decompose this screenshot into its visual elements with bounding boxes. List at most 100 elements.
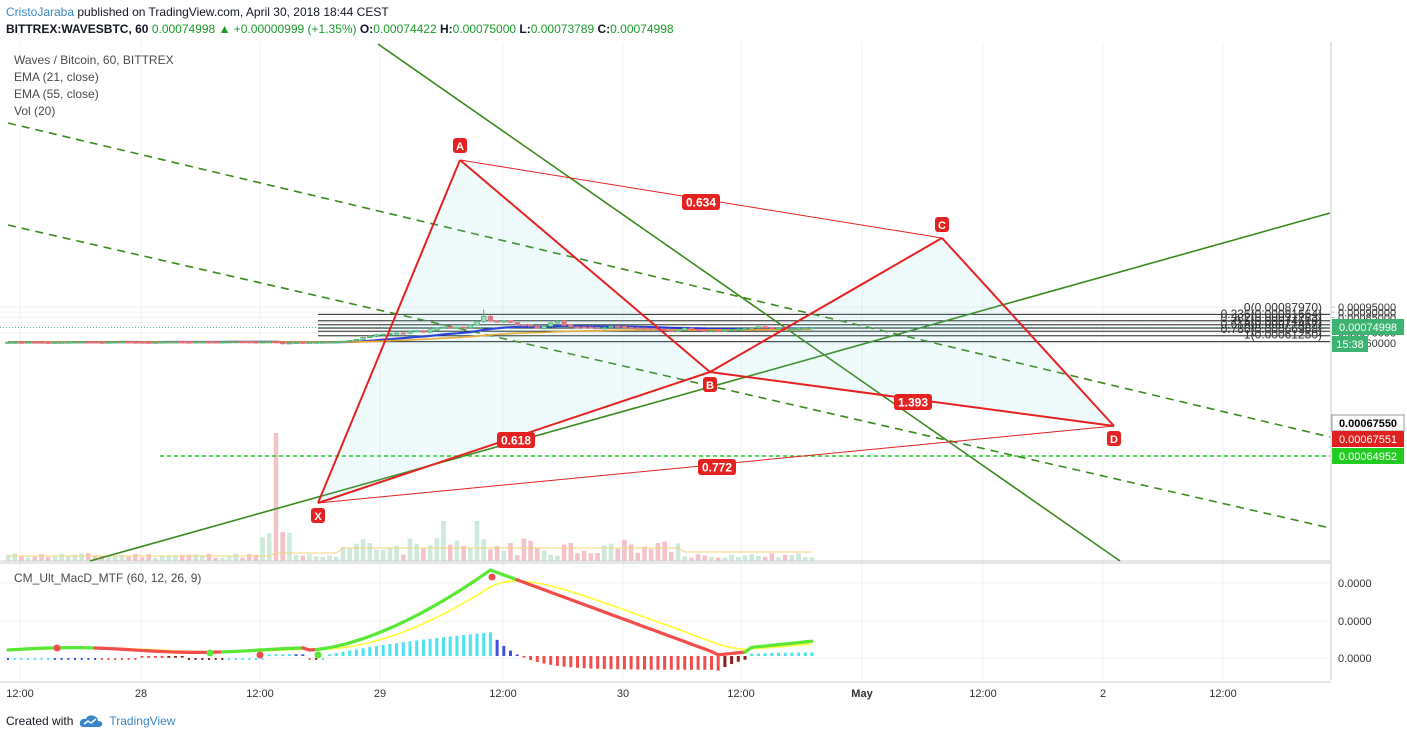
legend-ema55[interactable]: EMA (55, close) [14, 87, 99, 101]
x-tick-label: 12:00 [489, 688, 517, 700]
volume-bar [401, 554, 406, 561]
legend-volume[interactable]: Vol (20) [14, 104, 56, 118]
volume-bar [166, 555, 172, 561]
macd-histogram-bar [180, 656, 184, 658]
macd-histogram-bar [221, 658, 224, 660]
candle [588, 326, 594, 329]
candle [608, 325, 614, 328]
macd-cross-dot [206, 649, 214, 657]
volume-bar [293, 554, 299, 561]
macd-histogram-bar [522, 656, 526, 658]
candle [641, 327, 648, 330]
candle [601, 327, 607, 330]
candle [239, 341, 246, 344]
candle [206, 341, 212, 344]
volume-bar [32, 556, 38, 561]
candle [367, 335, 373, 339]
candle [742, 328, 748, 331]
tradingview-cloud-icon[interactable] [79, 714, 103, 728]
volume-bar [240, 557, 245, 561]
candle [320, 341, 326, 344]
macd-histogram-bar [502, 645, 506, 656]
volume-bar [669, 552, 674, 561]
macd-histogram-bar [643, 656, 646, 670]
macd-histogram-bar [716, 656, 720, 671]
macd-histogram-bar [448, 636, 452, 656]
author-link[interactable]: CristoJaraba [6, 5, 75, 19]
candle [628, 327, 634, 330]
tradingview-link[interactable]: TradingView [109, 714, 176, 728]
macd-histogram-bar [368, 647, 372, 656]
publish-text: published on TradingView.com, April 30, … [77, 5, 389, 19]
candle [534, 325, 540, 329]
candle [25, 341, 31, 344]
macd-histogram-bar [542, 656, 546, 664]
candle [253, 341, 259, 344]
volume-bar [99, 556, 105, 561]
volume-bar [501, 550, 507, 561]
legend-ema21[interactable]: EMA (21, close) [14, 70, 99, 84]
high-value: 0.00075000 [452, 22, 517, 36]
macd-histogram-bar [763, 653, 767, 656]
candle [574, 326, 581, 329]
volume-bar [427, 545, 433, 561]
macd-histogram-bar [241, 658, 244, 660]
macd-histogram-bar [428, 638, 432, 656]
x-tick-label: 29 [374, 688, 386, 700]
volume-bar [273, 433, 279, 561]
candle [467, 324, 473, 329]
candle [507, 320, 514, 323]
candle [79, 341, 85, 344]
legend-title[interactable]: Waves / Bitcoin, 60, BITTREX [14, 53, 174, 67]
volume-bar [782, 554, 788, 561]
macd-legend[interactable]: CM_Ult_MacD_MTF (60, 12, 26, 9) [14, 571, 202, 585]
volume-bar [776, 557, 781, 561]
macd-histogram-bar [40, 658, 43, 660]
macd-histogram-bar [33, 658, 36, 660]
macd-histogram-bar [361, 648, 365, 656]
macd-histogram-bar [208, 658, 210, 660]
fib-level-label: 0(0.00087970) [1244, 300, 1322, 314]
pattern-leg-XA [317, 159, 461, 504]
volume-bar [454, 540, 460, 561]
volume-bar [186, 554, 192, 561]
volume-bar [19, 556, 24, 561]
macd-histogram-bar [743, 656, 747, 660]
candle [420, 330, 427, 333]
volume-bar [112, 555, 118, 561]
volume-bar [52, 556, 58, 561]
macd-tick-label: 0.0000 [1338, 578, 1372, 590]
macd-histogram-bar [777, 652, 780, 656]
symbol-quote: BITTREX:WAVESBTC, 60 0.00074998 ▲ +0.000… [6, 21, 674, 37]
volume-bar [92, 555, 98, 561]
macd-histogram-bar [53, 658, 56, 660]
volume-bar [655, 543, 661, 561]
price-label-marker: 0.00067550 [1339, 418, 1397, 430]
macd-cross-dot [256, 651, 264, 659]
candle [152, 341, 159, 344]
volume-bar [12, 553, 17, 561]
macd-indicator [6, 568, 814, 671]
candle [45, 341, 51, 344]
volume-bar [662, 541, 667, 561]
candle [568, 324, 574, 328]
candle [360, 337, 366, 340]
pattern-leg-CD [941, 237, 1115, 427]
macd-histogram-bar [194, 658, 197, 660]
created-with-text: Created with [6, 714, 74, 728]
macd-histogram-bar [797, 652, 801, 656]
candle [722, 329, 728, 332]
macd-histogram-bar [549, 656, 553, 665]
candle [682, 327, 688, 331]
macd-histogram-bar [435, 637, 439, 656]
volume-bar [736, 557, 741, 561]
volume-bar [220, 557, 225, 561]
volume-bar [126, 556, 131, 561]
macd-histogram-bar [107, 658, 110, 660]
macd-histogram-bar [267, 654, 271, 656]
xabcd-pattern: 0.634 0.618 1.393 0.772 X A B C D [311, 138, 1121, 523]
macd-histogram-bar [616, 656, 620, 670]
volume-bar [608, 543, 614, 561]
volume-bar [59, 553, 64, 561]
